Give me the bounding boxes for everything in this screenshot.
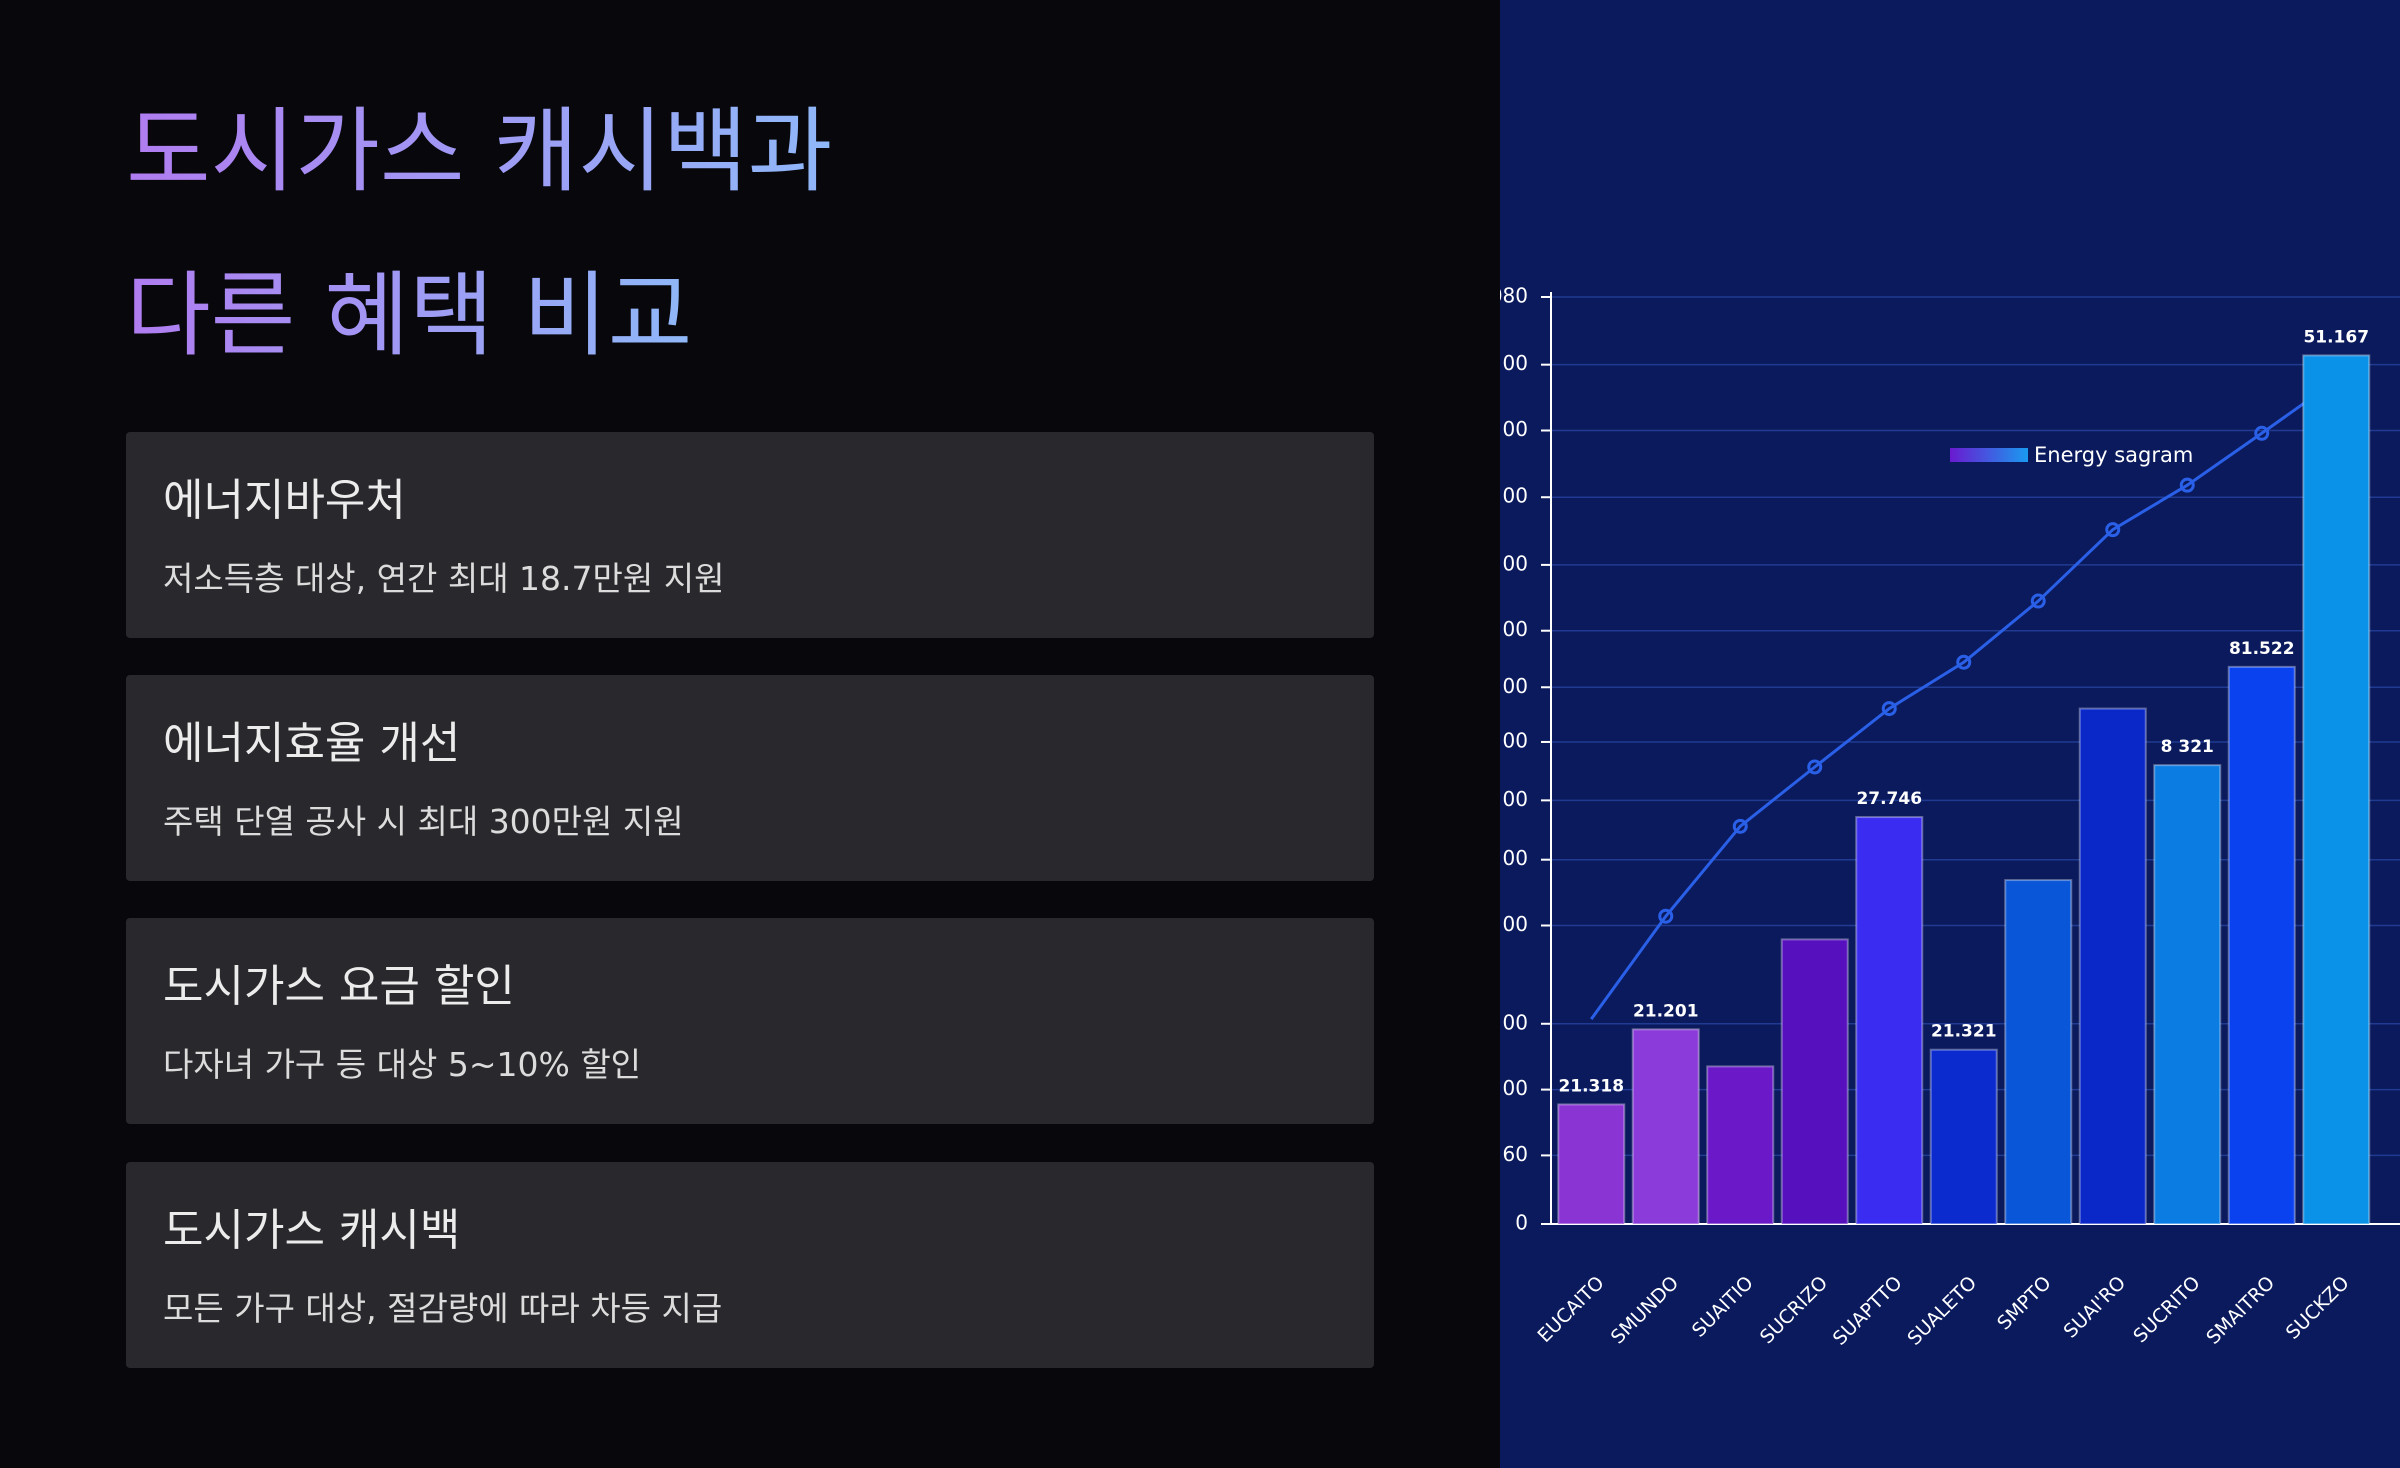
card-title: 에너지바우처 [163,475,406,526]
card-description: 주택 단열 공사 시 최대 300만원 지원 [163,802,684,841]
bar [1706,1065,1775,1226]
y-tick-label: 00 [1503,351,1528,375]
card-title: 도시가스 요금 할인 [163,961,515,1012]
y-tick-label: 00 [1503,617,1528,641]
bar [1929,1048,1998,1225]
bar [1855,816,1924,1225]
y-tick-label: 00 [1503,846,1528,870]
y-tick-label: 60 [1503,1142,1528,1166]
line-point [2254,425,2270,441]
value-label: 51.167 [2303,327,2369,347]
value-label: 21.318 [1558,1076,1624,1096]
card-description: 모든 가구 대상, 절감량에 따라 차등 지급 [163,1289,723,1328]
line-point [1956,654,1972,670]
line-series [1590,379,2338,1021]
value-label: 27.746 [1856,789,1922,809]
line-point [1658,908,1674,924]
value-label: 8 321 [2161,737,2214,757]
title-line: 도시가스 캐시백과 [126,98,833,205]
y-tick-label: 00 [1503,1076,1528,1100]
card-description: 저소득층 대상, 연간 최대 18.7만원 지원 [163,559,725,598]
y-tick-label: 00 [1503,1010,1528,1034]
legend-label: Energy sagram [2034,443,2193,467]
line-point [2179,477,2195,493]
y-tick-label: 00 [1503,674,1528,698]
line-point [1732,818,1748,834]
y-tick-label: 080 [1490,284,1528,308]
title-line: 다른 혜택 비교 [126,262,693,369]
card-title: 에너지효율 개선 [163,718,461,769]
y-tick-label: 00 [1503,417,1528,441]
y-tick-label: 00 [1503,787,1528,811]
bar [1557,1103,1626,1225]
legend-swatch [1950,448,2028,462]
bar [2078,707,2147,1225]
y-tick-label: 00 [1503,728,1528,752]
y-tick-label: 00 [1503,912,1528,936]
bar [2227,665,2296,1225]
y-tick-label: 0 [1515,1211,1528,1235]
card-description: 다자녀 가구 등 대상 5~10% 할인 [163,1045,642,1084]
bar [2004,879,2073,1225]
bar [2302,354,2371,1225]
y-tick-label: 00 [1503,484,1528,508]
value-label: 81.522 [2229,639,2295,659]
value-label: 21.321 [1931,1022,1997,1042]
line-point [1807,759,1823,775]
y-tick-label: 00 [1503,551,1528,575]
bar [1631,1028,1700,1225]
line-point [2030,593,2046,609]
line-point [1881,701,1897,717]
card-title: 도시가스 캐시백 [163,1205,461,1256]
line-point [2105,522,2121,538]
bar [1780,938,1849,1225]
value-label: 21.201 [1633,1001,1699,1021]
bar [2153,764,2222,1225]
